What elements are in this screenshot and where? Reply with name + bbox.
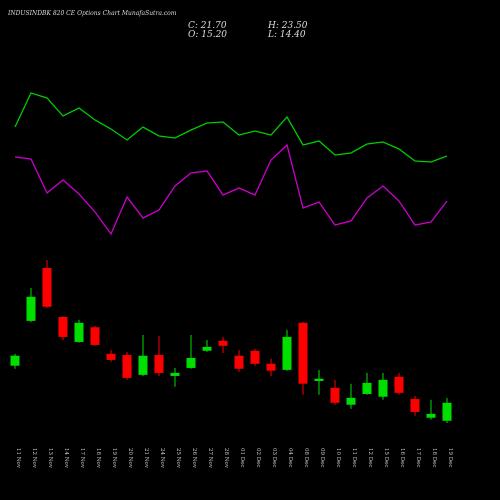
x-tick-label: 18 Dec [431,448,437,468]
x-tick-label: 18 Nov [95,448,101,469]
indicator-line [14,143,448,236]
x-tick-label: 21 Nov [143,448,149,469]
x-tick-label: 12 Dec [367,448,373,468]
x-tick-label: 27 Nov [207,448,213,469]
candle-body [314,378,324,381]
x-tick-label: 02 Dec [255,448,261,468]
candle-body [74,322,84,342]
x-tick-label: 11 Nov [15,448,21,469]
candle-body [234,355,244,369]
x-tick-label: 09 Dec [319,448,325,468]
candle-body [170,372,180,376]
x-tick-label: 17 Dec [415,448,421,468]
candle-body [26,296,36,321]
candle-body [362,382,372,394]
info-high: H: 23.50 [267,21,308,31]
x-tick-label: 24 Nov [159,448,165,469]
candle-body [90,327,100,345]
candle-body [58,317,68,337]
candle-body [186,357,196,368]
indicator-line [14,92,448,163]
candle-body [282,336,292,370]
candle-body [410,398,420,412]
x-tick-label: 12 Nov [31,448,37,469]
x-tick-label: 16 Dec [399,448,405,468]
candle-body [106,353,116,360]
info-close: C: 21.70 [188,21,227,31]
x-tick-label: 01 Dec [239,448,245,468]
candle-body [154,354,164,373]
candle-body [122,354,132,378]
candle-body [266,363,276,371]
candle-body [10,355,20,366]
candle-body [346,397,356,405]
chart-title: INDUSINDBK 820 CE Options Chart MunafaSu… [7,10,177,17]
x-tick-label: 15 Dec [383,448,389,468]
candle-body [426,413,436,418]
x-tick-label: 19 Dec [447,448,453,468]
x-tick-label: 10 Dec [335,448,341,468]
x-tick-label: 11 Dec [351,448,357,468]
candle-body [298,322,308,384]
candle-body [330,387,340,403]
candle-body [202,346,212,351]
x-tick-label: 03 Dec [271,448,277,468]
candle-body [378,379,388,397]
x-tick-label: 20 Nov [127,448,133,469]
x-tick-label: 25 Nov [175,448,181,469]
x-tick-label: 13 Nov [47,448,53,469]
candle-body [42,268,52,307]
x-tick-label: 17 Nov [79,448,85,469]
x-tick-label: 08 Dec [303,448,309,468]
x-tick-label: 04 Dec [287,448,293,468]
candle-body [394,376,404,393]
x-tick-label: 26 Nov [191,448,197,469]
candle-body [250,350,260,364]
info-low: L: 14.40 [267,30,306,40]
candle-body [138,355,148,375]
info-open: O: 15.20 [188,30,227,40]
candle-body [442,402,452,421]
candle-body [218,340,228,346]
x-tick-label: 28 Nov [223,448,229,469]
x-tick-label: 19 Nov [111,448,117,469]
x-tick-label: 14 Nov [63,448,69,469]
